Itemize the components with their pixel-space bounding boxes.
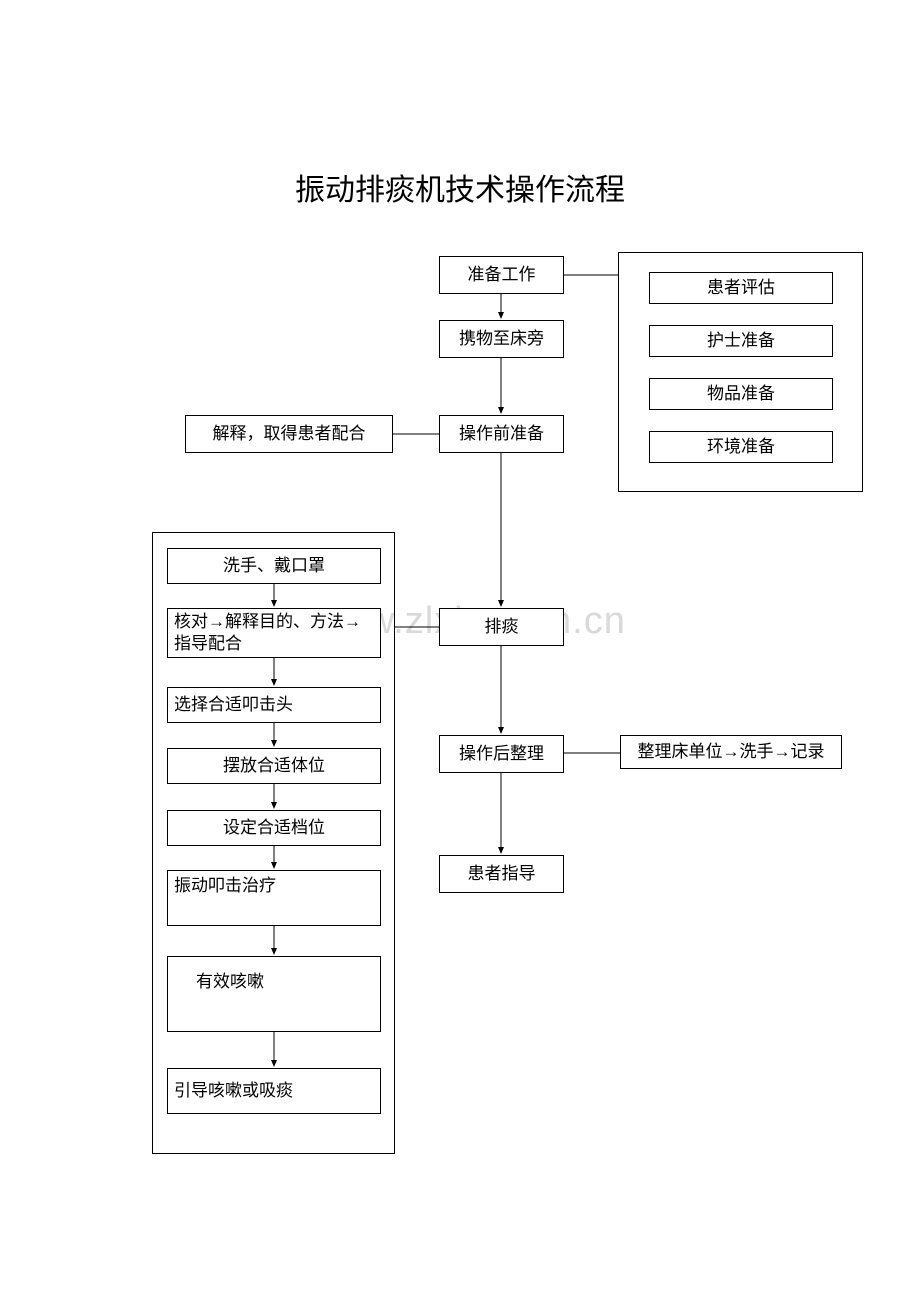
prep-patient: 患者评估 <box>649 272 833 304</box>
node-expectoration: 排痰 <box>439 608 564 646</box>
detail-vibrate: 振动叩击治疗 <box>167 870 381 926</box>
detail-cough: 有效咳嗽 <box>167 956 381 1032</box>
detail-select-head: 选择合适叩击头 <box>167 687 381 723</box>
prep-env: 环境准备 <box>649 431 833 463</box>
prep-nurse: 护士准备 <box>649 325 833 357</box>
page-title: 振动排痰机技术操作流程 <box>0 165 920 209</box>
side-explain: 解释，取得患者配合 <box>185 415 393 453</box>
node-post-op: 操作后整理 <box>439 735 564 773</box>
detail-position: 摆放合适体位 <box>167 748 381 784</box>
node-pre-op-prep: 操作前准备 <box>439 415 564 453</box>
prep-items: 物品准备 <box>649 378 833 410</box>
node-patient-guide: 患者指导 <box>439 855 564 893</box>
detail-wash: 洗手、戴口罩 <box>167 548 381 584</box>
detail-guide-cough: 引导咳嗽或吸痰 <box>167 1068 381 1114</box>
side-post-op: 整理床单位→洗手→记录 <box>620 735 842 769</box>
node-prepare: 准备工作 <box>439 256 564 294</box>
detail-verify: 核对→解释目的、方法→指导配合 <box>167 608 381 658</box>
detail-setting: 设定合适档位 <box>167 810 381 846</box>
node-bring-to-bed: 携物至床旁 <box>439 320 564 358</box>
